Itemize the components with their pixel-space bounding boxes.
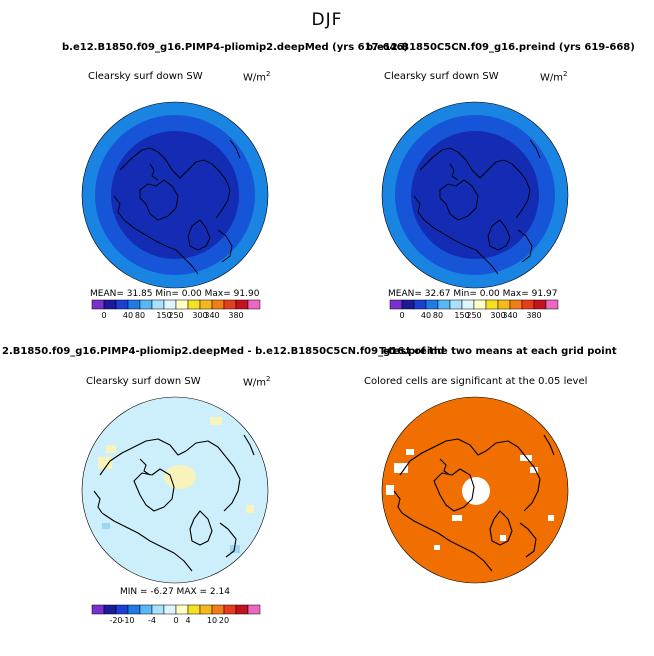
coastlines bbox=[393, 434, 555, 572]
bottom-left-stats: MIN = -6.27 MAX = 2.14 bbox=[120, 587, 230, 597]
top-right-stats: MEAN= 32.67 Min= 0.00 Max= 91.97 bbox=[388, 289, 558, 299]
top-left-variable-label: Clearsky surf down SW bbox=[88, 71, 203, 82]
colorbar-swatch bbox=[127, 299, 141, 310]
colorbar-swatch bbox=[389, 299, 403, 310]
colorbar-swatch bbox=[199, 604, 213, 615]
top-left-case-title: b.e12.B1850.f09_g16.PIMP4-pliomip2.deepM… bbox=[62, 42, 409, 53]
colorbar-tick-label: -10 bbox=[121, 616, 134, 625]
colorbar-swatch bbox=[533, 299, 547, 310]
colorbar-swatch bbox=[139, 299, 153, 310]
colorbar-swatch bbox=[211, 604, 225, 615]
top-right-polar-map bbox=[381, 101, 569, 289]
coastlines bbox=[93, 434, 255, 572]
colorbar-swatch bbox=[223, 604, 237, 615]
colorbar-swatch bbox=[187, 299, 201, 310]
colorbar-tick-label: 340 bbox=[204, 311, 219, 320]
colorbar-tick-label: 0 bbox=[101, 311, 106, 320]
colorbar-swatch bbox=[449, 299, 463, 310]
colorbar-swatch bbox=[115, 604, 129, 615]
colorbar-swatch bbox=[461, 299, 475, 310]
colorbar-swatch bbox=[247, 604, 261, 615]
colorbar-tick-label: 250 bbox=[168, 311, 183, 320]
bottom-right-subtitle: Colored cells are significant at the 0.0… bbox=[364, 376, 588, 387]
colorbar-tick-label: 340 bbox=[502, 311, 517, 320]
bottom-left-colorbar: -20-10 -4 0 4 10 20 bbox=[91, 604, 261, 625]
colorbar-swatch bbox=[151, 604, 165, 615]
colorbar-swatch bbox=[485, 299, 499, 310]
diff-background bbox=[81, 396, 269, 584]
colorbar-tick-label: 300 bbox=[490, 311, 505, 320]
top-left-units: W/m2 bbox=[243, 70, 271, 84]
colorbar-swatch bbox=[163, 604, 177, 615]
colorbar-tick-label: 380 bbox=[228, 311, 243, 320]
colorbar-tick-label: 150 bbox=[454, 311, 469, 320]
colorbar-swatch bbox=[103, 604, 117, 615]
top-right-variable-label: Clearsky surf down SW bbox=[384, 71, 499, 82]
colorbar-tick-label: 250 bbox=[466, 311, 481, 320]
colorbar-tick-label: 4 bbox=[185, 616, 190, 625]
colorbar-swatch bbox=[115, 299, 129, 310]
colorbar-swatch bbox=[509, 299, 523, 310]
colorbar-swatch bbox=[199, 299, 213, 310]
top-left-stats: MEAN= 31.85 Min= 0.00 Max= 91.90 bbox=[90, 289, 260, 299]
colorbar-swatch bbox=[401, 299, 415, 310]
colorbar-tick-label: 80 bbox=[135, 311, 145, 320]
colorbar-swatch bbox=[425, 299, 439, 310]
field-core bbox=[111, 131, 239, 259]
bottom-left-variable-label: Clearsky surf down SW bbox=[86, 376, 201, 387]
colorbar-tick-label: 40 bbox=[123, 311, 133, 320]
colorbar-swatch bbox=[91, 299, 105, 310]
colorbar-swatch bbox=[91, 604, 105, 615]
top-right-case-title: b.e12.B1850C5CN.f09_g16.preind (yrs 619-… bbox=[366, 42, 635, 53]
colorbar-swatch bbox=[139, 604, 153, 615]
colorbar-swatch bbox=[103, 299, 117, 310]
colorbar-swatch bbox=[187, 604, 201, 615]
colorbar-swatch bbox=[163, 299, 177, 310]
colorbar-swatch bbox=[223, 299, 237, 310]
bottom-left-units: W/m2 bbox=[243, 375, 271, 389]
non-significant-patches bbox=[386, 449, 554, 550]
colorbar-tick-label: 150 bbox=[156, 311, 171, 320]
colorbar-tick-label: -4 bbox=[148, 616, 156, 625]
diff-positive-patches bbox=[98, 417, 254, 513]
field-core bbox=[411, 131, 539, 259]
bottom-right-ttest-map bbox=[381, 396, 569, 584]
colorbar-swatch bbox=[127, 604, 141, 615]
colorbar-swatch bbox=[521, 299, 535, 310]
colorbar-swatch bbox=[175, 299, 189, 310]
colorbar-swatch bbox=[235, 604, 249, 615]
colorbar-tick-label: 380 bbox=[526, 311, 541, 320]
colorbar-tick-label: 40 bbox=[421, 311, 431, 320]
colorbar-swatch bbox=[545, 299, 559, 310]
colorbar-swatch bbox=[247, 299, 261, 310]
diff-negative-patches bbox=[102, 523, 240, 553]
colorbar-tick-label: 20 bbox=[219, 616, 229, 625]
colorbar-swatch bbox=[211, 299, 225, 310]
bottom-left-case-title: 2.B1850.f09_g16.PIMP4-pliomip2.deepMed -… bbox=[2, 346, 445, 357]
bottom-right-case-title: T-test of the two means at each grid poi… bbox=[379, 346, 617, 357]
top-right-units: W/m2 bbox=[540, 70, 568, 84]
colorbar-swatch bbox=[437, 299, 451, 310]
colorbar-tick-label: 0 bbox=[399, 311, 404, 320]
colorbar-tick-label: -20 bbox=[109, 616, 122, 625]
bottom-left-difference-map bbox=[81, 396, 269, 584]
colorbar-swatch bbox=[497, 299, 511, 310]
coastlines bbox=[413, 139, 541, 275]
colorbar-tick-label: 10 bbox=[207, 616, 217, 625]
top-left-polar-map bbox=[81, 101, 269, 289]
colorbar-tick-label: 0 bbox=[173, 616, 178, 625]
colorbar-swatch bbox=[473, 299, 487, 310]
colorbar-tick-label: 300 bbox=[192, 311, 207, 320]
colorbar-swatch bbox=[175, 604, 189, 615]
coastlines bbox=[113, 139, 241, 275]
colorbar-swatch bbox=[413, 299, 427, 310]
colorbar-tick-label: 80 bbox=[433, 311, 443, 320]
colorbar-swatch bbox=[151, 299, 165, 310]
figure-title: DJF bbox=[311, 10, 343, 30]
colorbar-swatch bbox=[235, 299, 249, 310]
